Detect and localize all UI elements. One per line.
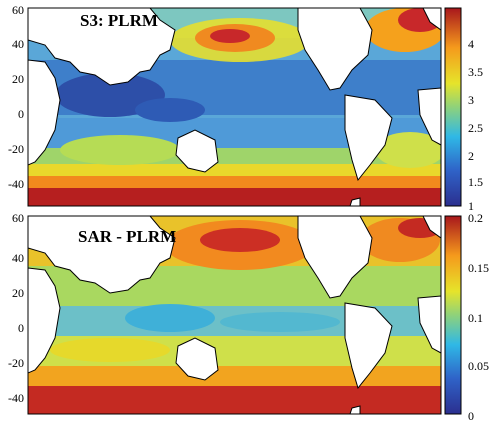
panel-title: S3: PLRM [80, 11, 158, 30]
y-tick: -40 [8, 177, 24, 191]
colorbar-tick: 3 [468, 93, 474, 107]
y-tick: -20 [8, 142, 24, 156]
colorbar-tick: 0.15 [468, 261, 489, 275]
panel-s3-plrm: S3: PLRM 40 20 0 -20 -40 60 4 3.5 3 2.5 … [8, 3, 483, 213]
map-frame [27, 7, 442, 207]
colorbar-tick: 3.5 [468, 65, 483, 79]
colorbar-tick: 0.05 [468, 359, 489, 373]
colorbar-tick: 2 [468, 149, 474, 163]
y-tick: -40 [8, 391, 24, 405]
colorbar-tick: 1 [468, 199, 474, 213]
colorbar-tick: 2.5 [468, 121, 483, 135]
y-tick: 20 [12, 72, 24, 86]
colorbar-tick: 0 [468, 409, 474, 423]
y-axis: 40 20 0 -20 -40 60 [8, 3, 24, 191]
map-s3-plrm [28, 8, 441, 206]
map-sar-plrm [28, 216, 441, 414]
y-tick: 0 [18, 107, 24, 121]
panel-sar-plrm: SAR - PLRM 60 40 20 0 -20 -40 0.2 0.15 0… [8, 211, 489, 423]
y-axis: 60 40 20 0 -20 -40 [8, 211, 24, 405]
y-tick: -20 [8, 356, 24, 370]
colorbar-s3-plrm: 4 3.5 3 2.5 2 1.5 1 [444, 7, 483, 213]
panel-title: SAR - PLRM [78, 227, 176, 246]
y-tick: 60 [12, 3, 24, 17]
colorbar-tick: 4 [468, 37, 474, 51]
colorbar-sar-plrm: 0.2 0.15 0.1 0.05 0 [444, 211, 489, 423]
y-tick: 60 [12, 211, 24, 225]
map-frame [27, 215, 442, 415]
y-tick: 40 [12, 37, 24, 51]
y-tick: 0 [18, 321, 24, 335]
y-tick: 20 [12, 286, 24, 300]
colorbar-tick: 0.2 [468, 211, 483, 225]
colorbar-tick: 0.1 [468, 311, 483, 325]
y-tick: 40 [12, 251, 24, 265]
colorbar-tick: 1.5 [468, 175, 483, 189]
